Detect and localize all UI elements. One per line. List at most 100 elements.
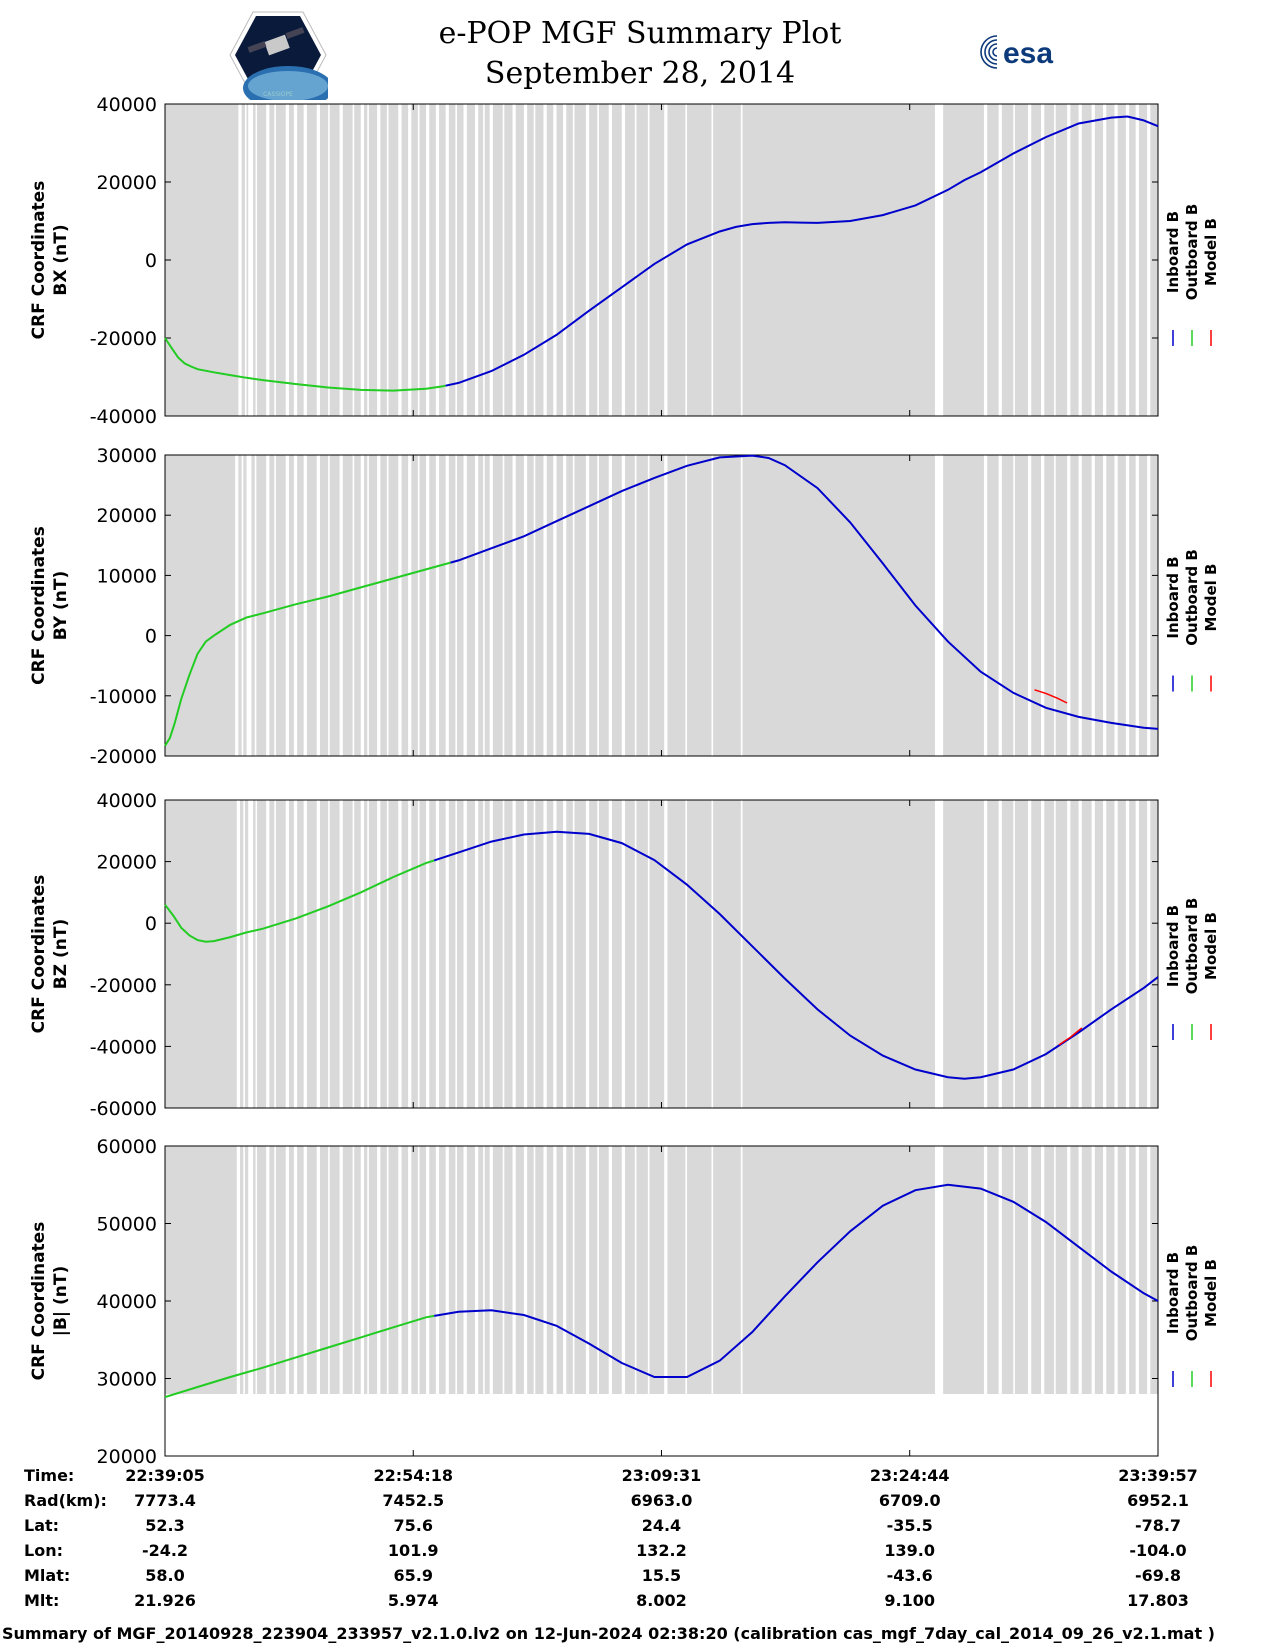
info-cell: 22:54:18 xyxy=(373,1466,454,1485)
data-coverage-stripe xyxy=(435,1146,440,1394)
info-cell: 139.0 xyxy=(884,1541,935,1560)
info-row-label: Rad(km): xyxy=(24,1491,107,1510)
data-coverage-stripe xyxy=(634,800,637,1108)
data-coverage-stripe xyxy=(597,104,599,416)
data-coverage-stripe xyxy=(621,104,626,416)
info-cell: 132.2 xyxy=(636,1541,687,1560)
data-coverage-stripe xyxy=(512,455,516,756)
data-coverage-stripe xyxy=(1103,800,1107,1108)
data-coverage-stripe xyxy=(455,104,458,416)
data-coverage-stripe xyxy=(398,800,402,1108)
info-cell: 17.803 xyxy=(1127,1591,1189,1610)
data-coverage-stripe xyxy=(386,104,389,416)
data-coverage-stripe xyxy=(445,1146,449,1394)
data-coverage-stripe xyxy=(1147,1146,1151,1394)
info-row: Time: 22:39:05 22:54:18 23:09:31 23:24:44 23:… xyxy=(0,1466,1275,1486)
data-coverage-stripe xyxy=(1041,455,1045,756)
data-coverage-stripe xyxy=(377,104,381,416)
data-coverage-stripe xyxy=(293,104,298,416)
info-cell: -24.2 xyxy=(141,1541,189,1560)
data-coverage-stripe xyxy=(1103,1146,1107,1394)
info-row: Rad(km): 7773.4 7452.5 6963.0 6709.0 6952.1 xyxy=(0,1491,1275,1511)
data-coverage-stripe xyxy=(445,104,449,416)
y-axis-label-line2: BX (nT) xyxy=(51,224,71,295)
data-coverage-stripe xyxy=(408,104,412,416)
data-coverage-stripe xyxy=(998,455,1002,756)
data-coverage-stripe xyxy=(1013,800,1015,1108)
data-coverage-stripe xyxy=(585,800,590,1108)
data-coverage-stripe xyxy=(1135,1146,1139,1394)
y-tick-label: 40000 xyxy=(97,790,157,812)
info-cell: -43.6 xyxy=(886,1566,933,1585)
data-coverage-stripe xyxy=(398,455,402,756)
data-coverage-stripe xyxy=(572,104,575,416)
data-coverage-stripe xyxy=(235,455,239,756)
data-coverage-stripe xyxy=(1067,104,1071,416)
data-coverage-stripe xyxy=(647,104,650,416)
data-coverage-stripe xyxy=(274,455,276,756)
data-coverage-stripe xyxy=(489,455,493,756)
y-tick-label: 40000 xyxy=(97,1291,157,1313)
data-coverage-stripe xyxy=(685,455,688,756)
data-coverage-stripe xyxy=(983,455,988,756)
info-cell: 24.4 xyxy=(641,1516,682,1535)
data-coverage-stripe xyxy=(303,800,307,1108)
info-cell: -35.5 xyxy=(886,1516,933,1535)
data-coverage-stripe xyxy=(553,1146,557,1394)
y-tick-label: 0 xyxy=(145,626,157,648)
info-cell: 23:24:44 xyxy=(869,1466,950,1485)
data-coverage-stripe xyxy=(1114,1146,1118,1394)
y-axis-label-line1: CRF Coordinates xyxy=(29,1222,49,1381)
data-coverage-stripe xyxy=(608,455,612,756)
data-coverage-stripe xyxy=(934,1146,944,1394)
data-coverage-stripe xyxy=(274,1146,276,1394)
epop-mission-logo: CASSIOPE xyxy=(229,11,328,100)
y-axis-label-line2: BZ (nT) xyxy=(51,919,71,989)
legend-model-label: Model B xyxy=(1202,912,1220,980)
y-tick-label: -60000 xyxy=(90,1098,157,1120)
info-row: Mlt: 21.926 5.974 8.002 9.100 17.803 xyxy=(0,1591,1275,1611)
data-coverage-stripe xyxy=(685,104,688,416)
legend-model-label: Model B xyxy=(1202,218,1220,286)
data-coverage-stripe xyxy=(533,1146,536,1394)
data-coverage-stripe xyxy=(664,104,668,416)
data-coverage-stripe xyxy=(563,455,567,756)
y-tick-label: 20000 xyxy=(97,1446,157,1465)
data-coverage-stripe xyxy=(533,455,536,756)
series-outboard-line xyxy=(164,1314,435,1399)
data-coverage-stripe xyxy=(512,1146,516,1394)
data-coverage-stripe xyxy=(398,1146,402,1394)
data-coverage-stripe xyxy=(664,800,668,1108)
data-coverage-stripe xyxy=(463,1146,467,1394)
data-coverage-stripe xyxy=(352,455,355,756)
info-cell: -69.8 xyxy=(1134,1566,1182,1585)
series-outboard-line xyxy=(164,337,446,392)
data-coverage-stripe xyxy=(367,104,369,416)
data-coverage-stripe xyxy=(553,104,557,416)
svg-text:esa: esa xyxy=(1003,37,1053,70)
data-coverage-stripe xyxy=(303,1146,307,1394)
series-inboard-line xyxy=(450,454,1159,730)
data-coverage-stripe xyxy=(608,800,612,1108)
data-coverage-stripe xyxy=(983,104,988,416)
data-coverage-stripe xyxy=(1013,104,1015,416)
data-coverage-stripe xyxy=(523,1146,528,1394)
data-coverage-stripe xyxy=(664,455,668,756)
y-axis-label-line1: CRF Coordinates xyxy=(29,181,49,340)
data-coverage-stripe xyxy=(585,1146,590,1394)
data-coverage-stripe xyxy=(248,800,254,1108)
data-coverage-stripe xyxy=(1147,104,1151,416)
data-coverage-stripe xyxy=(316,104,320,416)
info-row-label: Mlat: xyxy=(24,1566,71,1585)
data-coverage-stripe xyxy=(563,800,567,1108)
data-coverage-stripe xyxy=(236,1146,241,1394)
data-coverage-stripe xyxy=(1135,455,1139,756)
data-coverage-stripe xyxy=(533,104,536,416)
data-coverage-stripe xyxy=(1054,1146,1056,1394)
data-coverage-stripe xyxy=(523,800,528,1108)
plot-title-date: September 28, 2014 xyxy=(484,56,796,91)
data-coverage-stripe xyxy=(255,800,258,1108)
data-coverage-stripe xyxy=(585,104,590,416)
data-coverage-stripe xyxy=(463,104,467,416)
